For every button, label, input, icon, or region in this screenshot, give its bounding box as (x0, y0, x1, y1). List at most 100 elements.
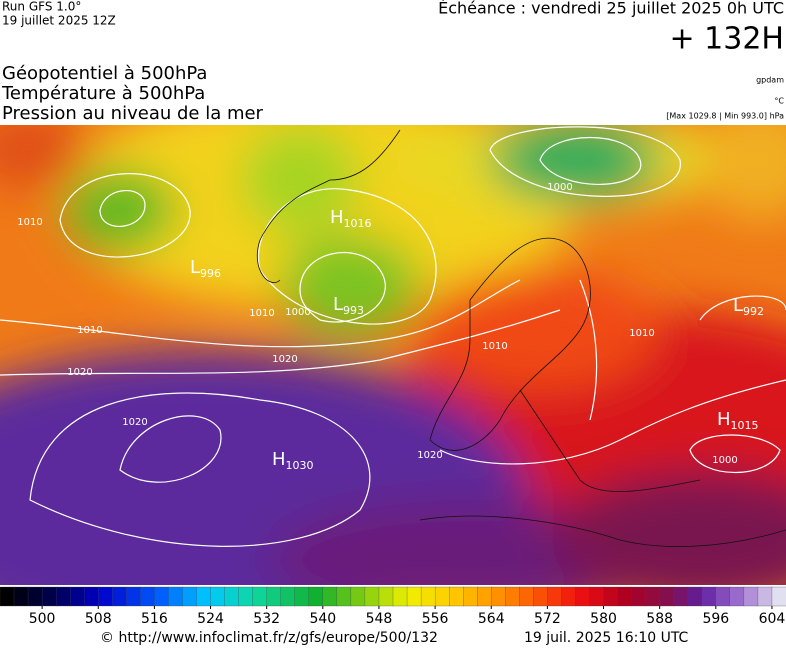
center-letter: H (717, 409, 731, 430)
colorbar-tick-label: 580 (590, 611, 617, 627)
center-value: 1016 (344, 217, 372, 230)
colorbar-swatch (561, 586, 577, 607)
colorbar-swatch (126, 586, 142, 607)
pressure-center: L993 (333, 294, 364, 317)
colorbar-swatch (98, 586, 113, 607)
colorbar-swatch (294, 586, 310, 607)
colorbar-tick-label: 588 (646, 611, 673, 627)
colorbar-swatch (631, 586, 647, 607)
colorbar-swatch (715, 586, 731, 607)
colorbar-swatch (55, 586, 71, 607)
colorbar-swatch (336, 586, 352, 607)
pressure-center: H1015 (717, 409, 759, 432)
isobar-label: 1010 (77, 325, 102, 336)
colorbar-swatch (463, 586, 478, 607)
isobar-label: 1010 (482, 341, 507, 352)
colorbar-swatch (210, 586, 226, 607)
colorbar-swatch (140, 586, 156, 607)
colorbar-swatch (350, 586, 366, 607)
pressure-center: L992 (733, 295, 764, 318)
colorbar-swatch (617, 586, 633, 607)
center-value: 996 (200, 267, 221, 280)
footer-date: 19 juil. 2025 16:10 UTC (524, 630, 689, 646)
colorbar-swatch (589, 586, 605, 607)
field-title: Pression au niveau de la mer (2, 103, 264, 124)
valid-time: Échéance : vendredi 25 juillet 2025 0h U… (438, 0, 784, 18)
field-title: Température à 500hPa (1, 83, 205, 104)
colorbar-swatch (308, 586, 324, 607)
colorbar-tick-label: 508 (85, 611, 112, 627)
colorbar-tick-label: 596 (702, 611, 729, 627)
colorbar-swatch (41, 586, 57, 607)
center-letter: L (333, 294, 343, 315)
isobar-label: 1010 (17, 217, 42, 228)
colorbar-swatch (434, 586, 450, 607)
pressure-center: H1030 (272, 449, 314, 472)
colorbar-swatch (378, 586, 394, 607)
colorbar-tick-label: 516 (141, 611, 168, 627)
colorbar-swatch (0, 586, 15, 607)
colorbar-tick-label: 540 (309, 611, 336, 627)
colorbar-swatch (771, 586, 786, 607)
colorbar-swatch (547, 586, 563, 607)
colorbar-swatch (645, 586, 661, 607)
colorbar-swatch (575, 586, 591, 607)
colorbar-tick-label: 524 (197, 611, 224, 627)
colorbar-swatch (238, 586, 254, 607)
colorbar-tick-label: 572 (534, 611, 561, 627)
colorbar-swatch (154, 586, 170, 607)
colorbar: 500 508 516 524 532 540 548 556 564 572 580 588 596 6… (0, 586, 786, 627)
isobar-label: 1020 (272, 354, 297, 365)
colorbar-swatch (182, 586, 198, 607)
run-label: Run GFS 1.0° (2, 0, 81, 14)
map (0, 125, 786, 585)
footer-source: © http://www.infoclimat.fr/z/gfs/europe/… (100, 630, 438, 646)
center-value: 1030 (286, 459, 314, 472)
colorbar-tick-label: 500 (29, 611, 56, 627)
colorbar-swatch (729, 586, 745, 607)
pressure-center: H1016 (330, 207, 372, 230)
colorbar-swatch (280, 586, 296, 607)
colorbar-swatch (519, 586, 535, 607)
isobar-label: 1010 (629, 328, 654, 339)
colorbar-swatch (13, 586, 29, 607)
colorbar-swatch (84, 586, 99, 607)
center-letter: L (190, 257, 200, 278)
colorbar-swatch (659, 586, 675, 607)
colorbar-swatch (757, 586, 773, 607)
colorbar-swatch (364, 586, 380, 607)
isobar-label: 1020 (417, 450, 442, 461)
isobar-label: 1020 (67, 367, 92, 378)
colorbar-swatch (533, 586, 549, 607)
run-date: 19 juillet 2025 12Z (2, 14, 116, 28)
colorbar-tick-label: 564 (478, 611, 505, 627)
colorbar-swatch (392, 586, 408, 607)
colorbar-swatch (448, 586, 464, 607)
unit-label: °C (774, 97, 784, 106)
colorbar-swatch (27, 586, 43, 607)
colorbar-swatch (224, 586, 240, 607)
isobar-label: 1000 (285, 307, 310, 318)
colorbar-swatch (701, 586, 717, 607)
colorbar-swatch (168, 586, 184, 607)
colorbar-swatch (112, 586, 127, 607)
lead-time: + 132H (670, 22, 785, 57)
colorbar-swatch (505, 586, 520, 607)
colorbar-tick-label: 548 (366, 611, 393, 627)
colorbar-swatch (252, 586, 268, 607)
colorbar-swatch (406, 586, 422, 607)
field-title: Géopotentiel à 500hPa (2, 63, 207, 84)
colorbar-swatch (673, 586, 689, 607)
center-letter: H (330, 207, 344, 228)
center-value: 992 (743, 305, 764, 318)
colorbar-swatch (196, 586, 212, 607)
center-value: 1015 (731, 419, 759, 432)
colorbar-swatch (491, 586, 506, 607)
unit-label: [Max 1029.8 | Min 993.0] hPa (666, 112, 784, 121)
center-value: 993 (343, 304, 364, 317)
pressure-center: L996 (190, 257, 221, 280)
colorbar-swatch (70, 586, 85, 607)
isobar-label: 1000 (712, 455, 737, 466)
colorbar-swatch (266, 586, 282, 607)
